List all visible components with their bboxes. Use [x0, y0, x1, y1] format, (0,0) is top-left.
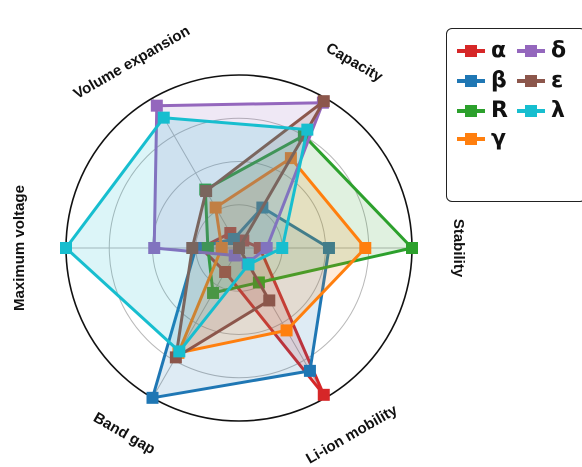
legend-item-5: δ [517, 39, 566, 63]
series-6-point-1 [233, 242, 245, 254]
legend-item-2: β [457, 69, 507, 93]
series-6-point-6 [263, 294, 276, 307]
series-1-point-5 [219, 265, 232, 278]
series-7-point-2 [301, 123, 314, 136]
axis-label-1: Stability [450, 219, 467, 278]
series-3-point-5 [207, 286, 220, 299]
legend-label: δ [551, 38, 567, 63]
legend-marker [457, 69, 485, 93]
series-5-point-1 [260, 242, 273, 254]
series-4-point-6 [280, 324, 293, 337]
legend-marker [517, 69, 545, 93]
series-7-point-4 [60, 242, 72, 254]
legend-marker [457, 39, 485, 63]
series-3-point-1 [406, 242, 418, 254]
legend-marker [517, 39, 545, 63]
axis-label-6: Li-ion mobility [303, 401, 401, 467]
legend-item-4: γ [457, 127, 506, 151]
series-5-point-3 [150, 99, 163, 112]
series-6-point-4 [186, 242, 199, 254]
legend-marker [457, 99, 485, 123]
series-6-point-3 [200, 185, 213, 198]
axis-label-4: Maximum voltage [11, 185, 28, 311]
legend-label: γ [491, 126, 506, 151]
axis-label-3: Volume expansion [71, 22, 193, 102]
legend-marker [517, 99, 545, 123]
series-4-point-1 [359, 242, 372, 254]
legend-item-3: R [457, 99, 508, 123]
series-2-point-5 [146, 391, 159, 404]
series-7-point-5 [173, 345, 186, 358]
legend-label: β [491, 68, 507, 93]
legend-label: ε [551, 68, 564, 93]
legend-label: R [491, 98, 508, 123]
axis-label-5: Band gap [90, 409, 158, 458]
series-7-point-1 [276, 242, 289, 254]
series-3-point-4 [201, 242, 214, 254]
legend-item-1: α [457, 39, 506, 63]
series-6-point-2 [317, 95, 330, 108]
legend-item-7: λ [517, 99, 565, 123]
series-4-point-3 [209, 201, 222, 214]
legend-item-6: ε [517, 69, 563, 93]
series-4-point-4 [215, 242, 228, 254]
series-7-point-3 [157, 111, 170, 124]
series-5-point-4 [148, 242, 161, 254]
axis-label-2: Capacity [323, 40, 386, 86]
legend-marker [457, 127, 485, 151]
series-2-point-6 [303, 364, 316, 377]
legend-label: α [491, 38, 507, 63]
legend-label: λ [551, 98, 565, 123]
series-2-point-1 [322, 242, 335, 254]
series-7-point-6 [242, 258, 255, 271]
series-1-point-6 [317, 388, 330, 401]
